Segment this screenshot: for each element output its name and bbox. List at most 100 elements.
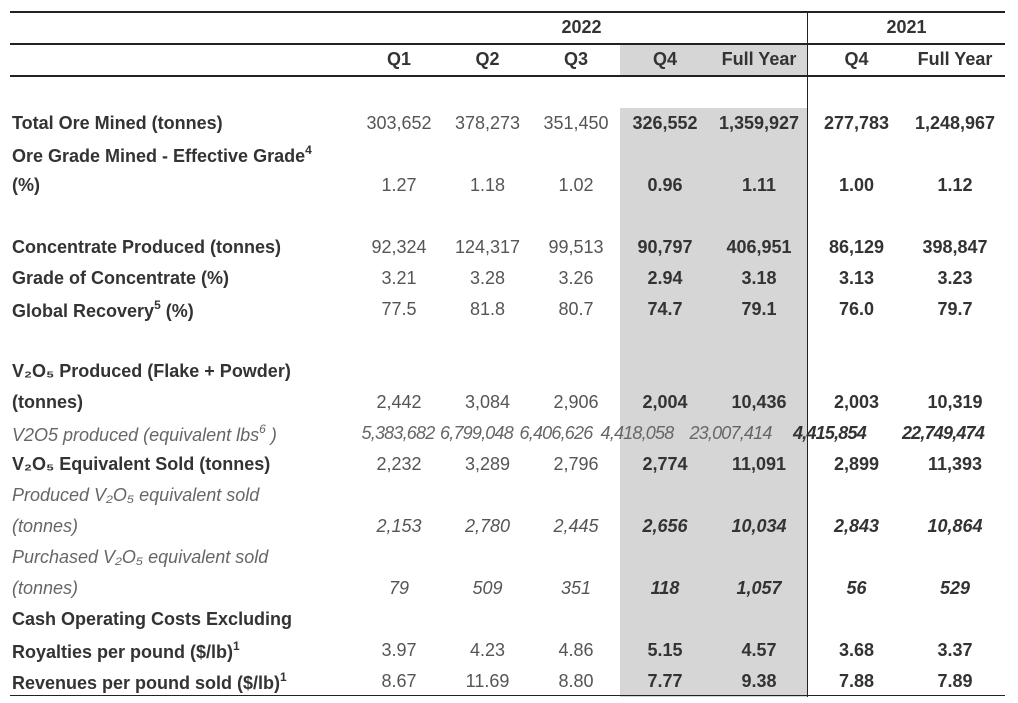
row-label: Ore Grade Mined - Effective Grade4: [12, 142, 312, 166]
cell-q4-2021: 86,129: [828, 237, 885, 257]
column-header-full-year-2021: Full Year: [917, 49, 993, 69]
cell-q4-2022: 2.94: [647, 268, 683, 288]
cell-q3-2022: 2,445: [553, 516, 599, 536]
cell-full-year-2022: 79.1: [741, 299, 777, 319]
cell-q1-2022: 3.21: [381, 268, 417, 288]
cell-q1-2022: 77.5: [381, 299, 417, 319]
row-label: Royalties per pound ($/lb)1: [12, 638, 240, 662]
cell-full-year-2021: 529: [939, 578, 971, 598]
cell-full-year-2022: 11,091: [731, 454, 787, 474]
cell-q1-2022: 2,153: [376, 516, 422, 536]
column-header-q3-2022: Q3: [563, 49, 588, 69]
cell-q2-2022: 509: [472, 578, 503, 598]
q4-column-highlight: [620, 108, 808, 697]
cell-q3-2022: 99,513: [548, 237, 604, 257]
row-label: Cash Operating Costs Excluding: [12, 609, 293, 629]
cell-q2-2022: 2,780: [464, 516, 511, 536]
cell-q2-2022: 81.8: [469, 299, 506, 319]
cell-q4-2022: 74.7: [647, 299, 683, 319]
table-row: Revenues per pound sold ($/lb)1 8.67 11.69…: [0, 666, 1018, 697]
row-label: Grade of Concentrate (%): [12, 268, 230, 288]
table-row: Ore Grade Mined - Effective Grade4: [0, 139, 1018, 170]
cell-q1-2022: 79: [388, 578, 410, 598]
cell-q3-2022: 3.26: [558, 268, 594, 288]
cell-q4-2022: 5.15: [647, 640, 683, 660]
row-label: (tonnes): [12, 578, 79, 598]
row-label: Produced V₂O₅ equivalent sold: [12, 485, 260, 505]
table-row: Global Recovery5 (%) 77.5 81.8 80.7 74.7 79.1…: [0, 294, 1018, 325]
cell-q4-2021: 2,003: [833, 392, 880, 412]
cell-q3-2022: 351: [560, 578, 592, 598]
row-label: Global Recovery5 (%): [12, 297, 194, 321]
cell-q4-2022: 90,797: [637, 237, 693, 257]
cell-full-year-2021: 10,864: [927, 516, 983, 536]
cell-q4-2021: 3.13: [838, 268, 875, 288]
cell-q4-2021: 277,783: [823, 113, 890, 133]
cell-full-year-2022: 1,057: [736, 578, 782, 598]
cell-full-year-2021: 7.89: [937, 671, 973, 691]
cell-q1-2022: 303,652: [366, 113, 432, 133]
cell-q4-2021: 2,899: [833, 454, 880, 474]
column-header-q4-2021: Q4: [844, 49, 869, 69]
cell-q4-2022: 2,004: [642, 392, 688, 412]
cell-q4-2022: 2,656: [642, 516, 688, 536]
cell-full-year-2021: 11,393: [927, 454, 983, 474]
row-label: V₂O₅ Produced (Flake + Powder): [12, 361, 291, 381]
cell-q2-2022: 4.23: [469, 640, 506, 660]
cell-full-year-2021: 398,847: [922, 237, 988, 257]
cell-full-year-2021: 79.7: [937, 299, 973, 319]
row-label: Revenues per pound sold ($/lb)1: [12, 669, 287, 693]
table-row: Purchased V₂O₅ equivalent sold: [0, 542, 1018, 573]
cell-full-year-2021: 1,248,967: [914, 113, 996, 133]
cell-q1-2022: 92,324: [371, 237, 427, 257]
cell-q4-2022: 0.96: [647, 175, 683, 195]
table-row: (tonnes) 79 509 351 118 1,057 56 529: [0, 573, 1018, 604]
footnote-marker: 1: [233, 638, 240, 653]
cell-q4-2021: 7.88: [838, 671, 875, 691]
cell-full-year-2021: 3.23: [937, 268, 973, 288]
cell-q1-2022: 8.67: [381, 671, 417, 691]
table-row: Grade of Concentrate (%) 3.21 3.28 3.26 2.94…: [0, 263, 1018, 294]
cell-q4-2021: 56: [846, 578, 867, 598]
cell-full-year-2022: 9.38: [741, 671, 777, 691]
cell-full-year-2022: 23,007,414: [689, 423, 772, 443]
cell-q4-2022: 7.77: [647, 671, 683, 691]
cell-q2-2022: 378,273: [454, 113, 521, 133]
top-rule: [10, 11, 1005, 13]
cell-q1-2022: 2,442: [376, 392, 422, 412]
row-label: (tonnes): [12, 516, 79, 536]
cell-q4-2022: 118: [650, 578, 680, 598]
cell-q4-2021: 3.68: [838, 640, 875, 660]
row-label: (%): [12, 175, 40, 195]
column-header-q4-2022: Q4: [652, 49, 677, 69]
cell-q3-2022: 2,906: [553, 392, 599, 412]
footnote-marker: 5: [154, 297, 161, 312]
footnote-marker: 1: [280, 669, 287, 684]
table-row: (tonnes) 2,153 2,780 2,445 2,656 10,034 2,843 1…: [0, 511, 1018, 542]
row-label: Concentrate Produced (tonnes): [12, 237, 282, 257]
cell-q4-2021: 76.0: [838, 299, 875, 319]
header-rule: [10, 43, 1005, 45]
cell-q1-2022: 1.27: [381, 175, 417, 195]
cell-full-year-2021: 22,749,474: [901, 423, 985, 443]
cell-q4-2021: 2,843: [833, 516, 880, 536]
cell-q2-2022: 1.18: [469, 175, 506, 195]
cell-q4-2022: 326,552: [632, 113, 698, 133]
cell-full-year-2022: 1,359,927: [718, 113, 800, 133]
q4-header-highlight: [620, 44, 808, 76]
cell-q2-2022: 124,317: [454, 237, 521, 257]
cell-q3-2022: 6,406,626: [519, 423, 594, 443]
year-2021-header: 2021: [886, 17, 927, 37]
year-2022-header: 2022: [561, 17, 602, 37]
cell-q3-2022: 4.86: [558, 640, 594, 660]
table-row: V₂O₅ Equivalent Sold (tonnes) 2,232 3,289 2…: [0, 449, 1018, 480]
subheader-rule: [10, 75, 1005, 77]
table-row: V2O5 produced (equivalent lbs6 ) 5,383,68…: [0, 418, 1018, 449]
cell-full-year-2022: 3.18: [741, 268, 777, 288]
cell-q2-2022: 3,289: [464, 454, 511, 474]
cell-full-year-2021: 10,319: [927, 392, 983, 412]
cell-q3-2022: 80.7: [558, 299, 594, 319]
row-label: Purchased V₂O₅ equivalent sold: [12, 547, 269, 567]
cell-full-year-2022: 1.11: [741, 175, 777, 195]
table-row: Concentrate Produced (tonnes) 92,324 124,3…: [0, 232, 1018, 263]
